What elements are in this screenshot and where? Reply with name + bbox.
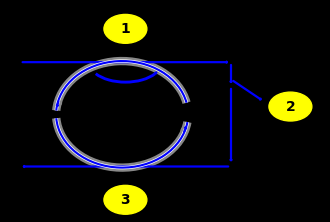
Text: 2: 2: [285, 99, 295, 114]
Circle shape: [269, 92, 312, 121]
Text: 3: 3: [120, 193, 130, 207]
Circle shape: [104, 185, 147, 214]
Text: 1: 1: [120, 22, 130, 36]
Circle shape: [104, 14, 147, 43]
